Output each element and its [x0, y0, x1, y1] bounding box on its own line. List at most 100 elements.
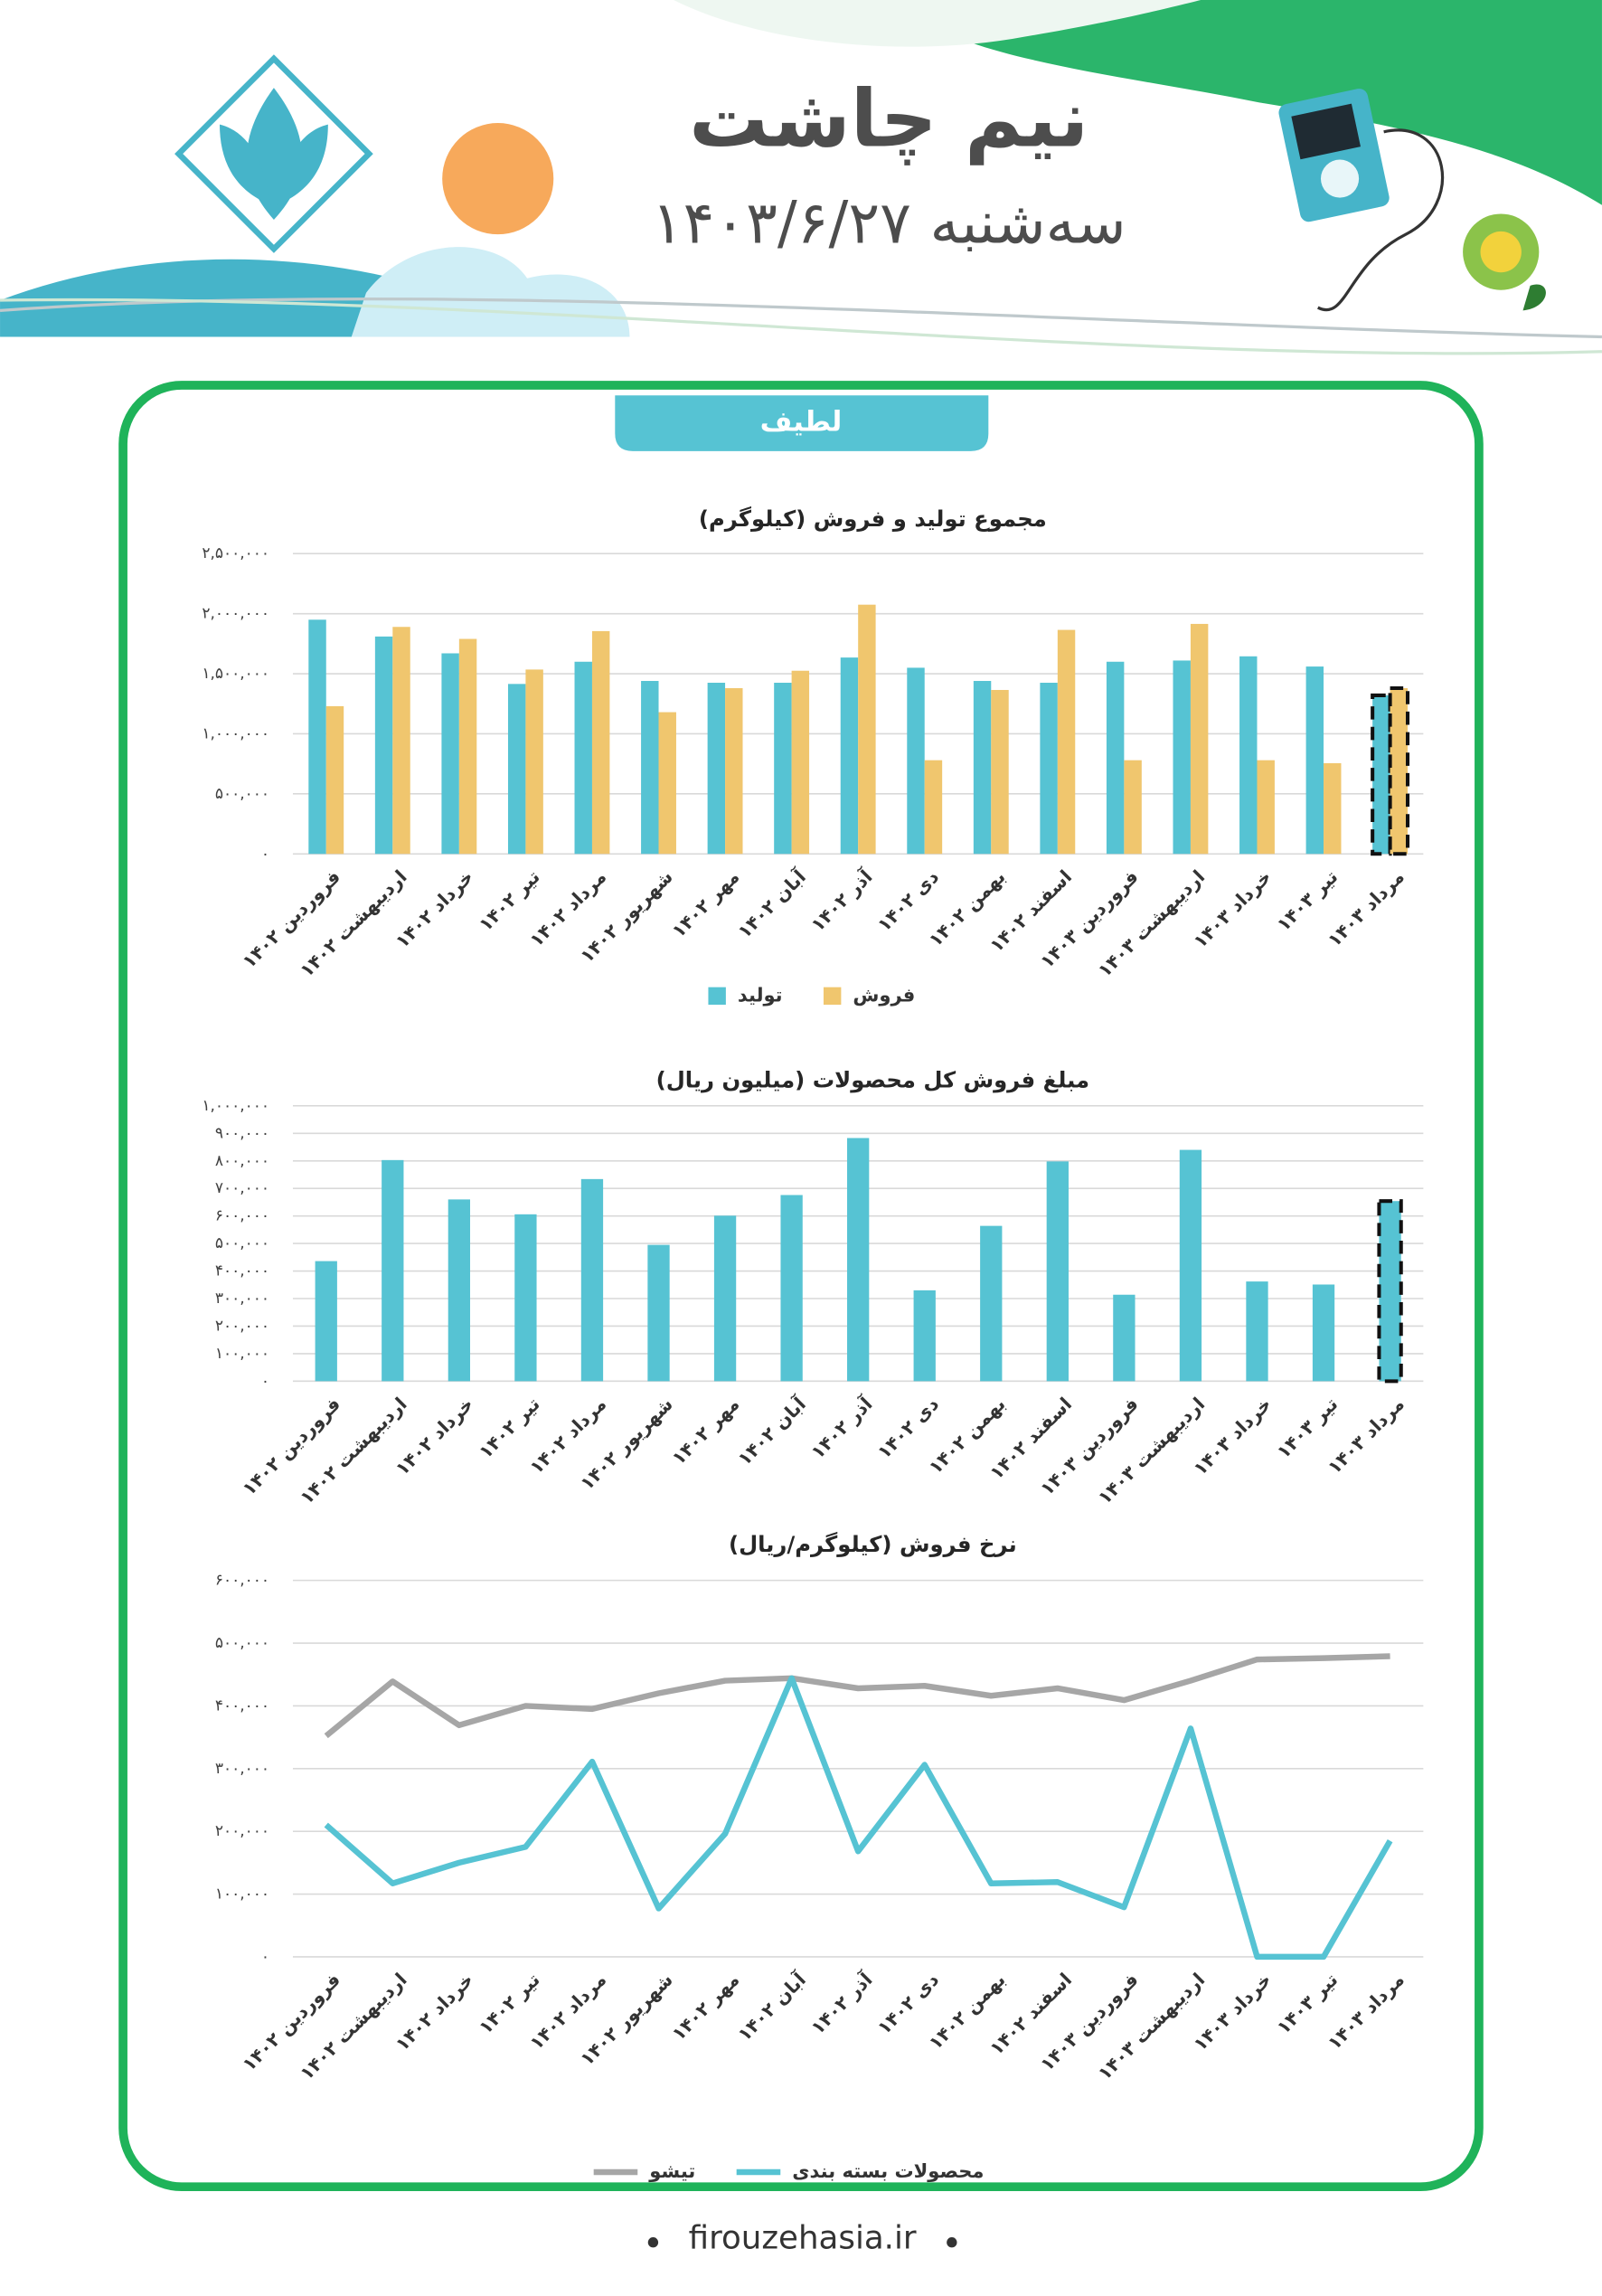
- y-tick-label: ۶۰۰,۰۰۰: [215, 1572, 269, 1590]
- tea-icon: [1463, 213, 1546, 311]
- y-tick-label: ۹۰۰,۰۰۰: [215, 1124, 269, 1142]
- chart-title: مبلغ فروش کل محصولات (میلیون ریال): [656, 1066, 1089, 1092]
- bar: [525, 669, 543, 855]
- y-tick-label: ۸۰۰,۰۰۰: [215, 1152, 269, 1170]
- bar: [973, 681, 992, 855]
- bar: [1324, 762, 1342, 855]
- bar: [1388, 685, 1410, 856]
- y-tick-label: ۲۰۰,۰۰۰: [215, 1822, 269, 1840]
- y-tick-label: ۱,۰۰۰,۰۰۰: [202, 724, 269, 742]
- sun: [442, 123, 554, 235]
- y-tick-label: ۵۰۰,۰۰۰: [215, 785, 269, 803]
- y-tick-label: ۵۰۰,۰۰۰: [215, 1234, 269, 1252]
- bar: [1371, 693, 1392, 856]
- y-tick-label: ۶۰۰,۰۰۰: [215, 1207, 269, 1225]
- bar: [1257, 760, 1275, 855]
- header-date: سه‌شنبه ۱۴۰۳/۶/۲۷: [652, 190, 1126, 258]
- bar: [315, 1261, 337, 1382]
- line: [324, 1675, 1393, 1961]
- bar: [1246, 1281, 1268, 1382]
- bar: [1179, 1149, 1202, 1382]
- legend-label: فروش: [853, 983, 915, 1006]
- bar: [458, 638, 477, 855]
- y-tick-label: ۴۰۰,۰۰۰: [215, 1262, 269, 1280]
- legend-label: تیشو: [648, 2159, 695, 2182]
- bar: [1124, 760, 1142, 855]
- bar: [1046, 1161, 1069, 1382]
- bar: [1113, 1294, 1136, 1382]
- chart-title: مجموع تولید و فروش (کیلوگرم): [699, 505, 1047, 532]
- bar: [858, 604, 876, 855]
- section-tab: [615, 395, 989, 451]
- bar: [647, 1244, 670, 1382]
- bar: [325, 705, 344, 855]
- chart-title: نرخ فروش (کیلوگرم/ریال): [729, 1531, 1017, 1557]
- bar: [448, 1199, 471, 1382]
- bar: [774, 683, 792, 855]
- bar: [1305, 666, 1324, 855]
- bar: [374, 636, 393, 855]
- bar: [1106, 661, 1125, 855]
- cloud: [351, 247, 630, 337]
- bar: [707, 683, 726, 855]
- y-tick-label: ۰: [261, 1372, 269, 1390]
- header-title: نیم چاشت: [689, 73, 1088, 166]
- bar: [840, 657, 859, 855]
- y-tick-label: ۵۰۰,۰۰۰: [215, 1634, 269, 1652]
- y-tick-label: ۲۰۰,۰۰۰: [215, 1317, 269, 1335]
- line: [324, 1653, 1390, 1739]
- y-tick-label: ۷۰۰,۰۰۰: [215, 1179, 269, 1197]
- bar: [791, 670, 810, 855]
- legend-label: محصولات بسته بندی: [792, 2159, 984, 2182]
- bar: [392, 627, 410, 855]
- bar: [1057, 629, 1076, 855]
- dot: [647, 2237, 659, 2248]
- music-player-icon: [1278, 89, 1445, 312]
- pale-shape: [674, 0, 1202, 47]
- y-tick-label: ۰: [261, 845, 269, 863]
- bar: [913, 1290, 936, 1382]
- bar: [924, 760, 943, 855]
- dot: [947, 2237, 957, 2248]
- section-label: لطیف: [760, 406, 843, 439]
- y-tick-label: ۱۰۰,۰۰۰: [215, 1885, 269, 1904]
- bar: [713, 1215, 737, 1382]
- bar: [507, 684, 526, 855]
- bar: [991, 689, 1009, 855]
- bar: [1190, 623, 1209, 855]
- legend-swatch: [823, 987, 842, 1006]
- logo: [174, 54, 373, 253]
- bar: [658, 712, 676, 855]
- bar: [441, 653, 459, 855]
- legend-label: تولید: [738, 983, 783, 1006]
- bar: [725, 687, 743, 855]
- bar: [308, 619, 326, 855]
- bar: [780, 1195, 803, 1382]
- bar: [1312, 1284, 1335, 1382]
- bar: [591, 630, 610, 855]
- green-shape: [893, 0, 1602, 205]
- y-tick-label: ۱,۰۰۰,۰۰۰: [202, 1097, 269, 1115]
- footer-url: firouzehasia.ir: [689, 2219, 917, 2256]
- wave-line: [0, 298, 1602, 355]
- y-tick-label: ۳۰۰,۰۰۰: [215, 1290, 269, 1308]
- y-tick-label: ۱۰۰,۰۰۰: [215, 1345, 269, 1363]
- bar: [382, 1159, 404, 1382]
- bar: [574, 661, 592, 855]
- y-tick-label: ۰: [261, 1948, 269, 1966]
- bar: [580, 1178, 604, 1382]
- y-tick-label: ۲,۰۰۰,۰۰۰: [202, 605, 269, 623]
- bar: [1239, 656, 1258, 855]
- bar: [514, 1214, 537, 1382]
- bar: [1040, 683, 1058, 855]
- y-tick-label: ۱,۵۰۰,۰۰۰: [202, 665, 269, 683]
- bar: [1377, 1199, 1403, 1384]
- bar: [641, 681, 659, 855]
- y-tick-label: ۳۰۰,۰۰۰: [215, 1760, 269, 1778]
- bar: [1173, 660, 1191, 855]
- y-tick-label: ۴۰۰,۰۰۰: [215, 1696, 269, 1715]
- bar: [847, 1138, 870, 1382]
- bar: [980, 1225, 1003, 1382]
